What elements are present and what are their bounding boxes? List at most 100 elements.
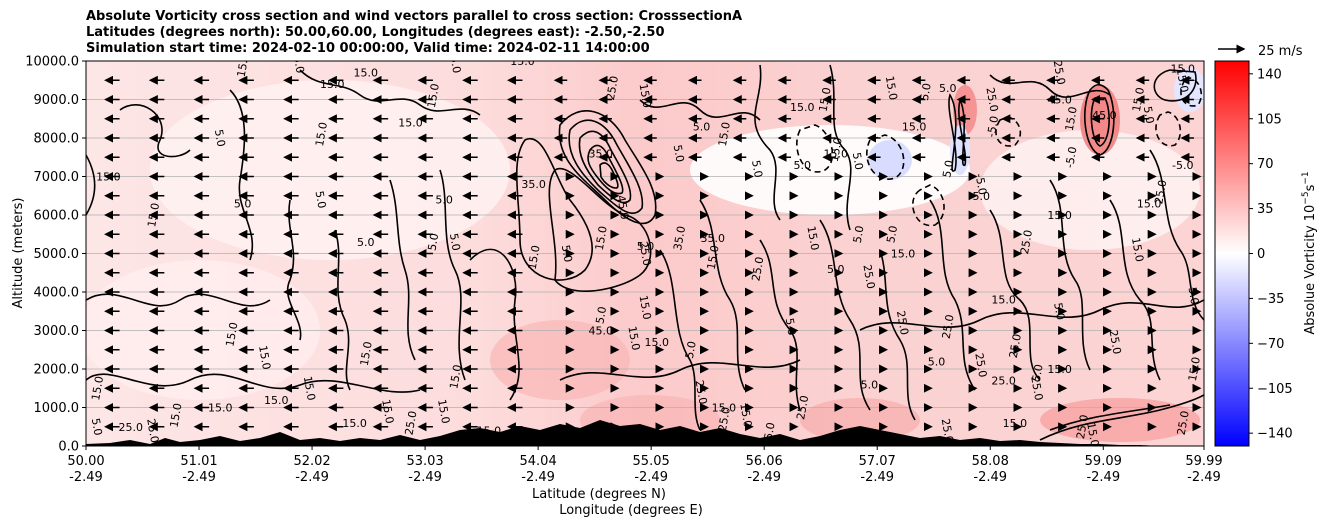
x-tick-label-lat: 58.08	[972, 454, 1009, 469]
x-tick-label-lon: -2.49	[295, 470, 329, 485]
contour-label: 5.0	[357, 236, 375, 249]
quiver-key-label: 25 m/s	[1258, 44, 1303, 59]
colorbar-tick-label: −70	[1257, 337, 1284, 352]
colorbar-tick-label: −105	[1257, 382, 1293, 397]
contour-label: 15.0	[425, 83, 442, 109]
contour-label: 25.0	[940, 314, 957, 340]
x-tick-label-lat: 53.03	[406, 454, 443, 469]
contour-label: 25.0	[794, 394, 811, 420]
x-tick-label-lat: 56.06	[746, 454, 783, 469]
contour-label: 15.0	[902, 120, 927, 133]
colorbar-ticks: 140 105 70 35 0 −35 −70 −105 −140	[1249, 67, 1293, 442]
contour-label: 15.0	[301, 375, 318, 401]
contour-label: 35.0	[671, 225, 688, 251]
contour-label: 5.0	[234, 197, 252, 210]
y-tick-label: 10000.0	[25, 55, 79, 70]
chart-title: Absolute Vorticity cross section and win…	[86, 9, 742, 56]
title-line-2: Latitudes (degrees north): 50.00,60.00, …	[86, 25, 665, 40]
wind-vectors	[104, 75, 1202, 432]
contour-label: 15.0	[1003, 417, 1028, 430]
x-tick-label-lon: -2.49	[69, 470, 103, 485]
contour-label: 5.0	[928, 355, 946, 368]
contour-label: 5.0	[851, 225, 867, 244]
contour-label: 15.0	[264, 394, 289, 407]
contour-label: 25.0	[860, 263, 877, 289]
contour-label: 15.0	[223, 321, 240, 347]
contour-label: 5.0	[89, 417, 105, 436]
y-tick-label: 3000.0	[34, 324, 80, 339]
x-axis: 50.00-2.4951.01-2.4952.02-2.4953.03-2.49…	[67, 446, 1223, 485]
contour-label: 5.0	[447, 232, 463, 251]
contour-label: 25.0	[1175, 410, 1192, 436]
contour-label: 5.0	[671, 144, 687, 163]
contour-label: 15.0	[991, 294, 1016, 307]
quiver-key: 25 m/s	[1218, 44, 1303, 59]
contour-label: 15.0	[883, 75, 900, 101]
contour-label: 15.0	[358, 340, 375, 366]
contour-label: 15.0	[477, 425, 502, 438]
contour-label: -5.0	[1172, 159, 1193, 172]
colorbar-gradient	[1214, 60, 1250, 447]
contour-label: 15.0	[510, 55, 535, 68]
y-tick-label: 1000.0	[34, 401, 80, 416]
x-tick-label-lat: 59.99	[1185, 454, 1222, 469]
contour-label: 5.0	[693, 120, 711, 133]
contour-label: 5.0	[212, 128, 228, 147]
contour-label: 5.0	[637, 240, 655, 253]
x-tick-label-lon: -2.49	[1086, 470, 1120, 485]
contour-label: 15.0	[824, 147, 849, 160]
x-tick-label-lon: -2.49	[860, 470, 894, 485]
contour-label: 5.0	[850, 151, 866, 170]
contour-label: 25.0	[716, 406, 733, 432]
colorbar-label: Absolue Vorticity 10−5s−1	[1301, 171, 1318, 334]
contour-label: 5.0	[918, 82, 934, 101]
contour-label: 5.0	[593, 305, 609, 324]
contour-label: 25.0	[403, 410, 420, 436]
contour-label: -5.0	[1063, 146, 1080, 169]
contour-label: 15.0	[593, 225, 610, 251]
y-tick-label: 2000.0	[34, 363, 80, 378]
contour-label: 5.0	[435, 194, 453, 207]
x-tick-label-lon: -2.49	[747, 470, 781, 485]
contour-label: 15.0	[637, 294, 654, 320]
contour-label: 25.0	[604, 75, 621, 101]
contour-label: 15.0	[625, 325, 642, 351]
contour-label: 25.0	[939, 417, 956, 443]
contour-label: 15.0	[790, 101, 815, 114]
contour-label: 5.0	[1030, 363, 1046, 382]
contour-label: 15.0	[712, 402, 737, 415]
colorbar-tick-label: 35	[1257, 202, 1274, 217]
x-tick-label-lon: -2.49	[1187, 470, 1221, 485]
y-tick-label: 0.0	[58, 440, 79, 455]
contour-label: 15.0	[208, 402, 233, 415]
contour-label: 25.0	[894, 310, 911, 336]
title-line-3: Simulation start time: 2024-02-10 00:00:…	[86, 41, 650, 56]
contour-label: 15.0	[447, 364, 464, 390]
contour-label: 25.0	[1074, 414, 1091, 440]
contour-label: 5.0	[793, 159, 811, 172]
contour-label: 5.0	[940, 159, 956, 178]
colorbar-tick-label: 140	[1257, 67, 1282, 82]
contour-label: 15.0	[828, 136, 845, 162]
contour-label: 15.0	[435, 398, 452, 424]
contour-label: 15.0	[398, 117, 423, 130]
contour-label: 35.0	[521, 178, 546, 191]
contour-label: 25.0	[761, 421, 778, 447]
x-tick-label-lat: 51.01	[180, 454, 217, 469]
contour-label: 35.0	[589, 147, 614, 160]
colorbar: 140 105 70 35 0 −35 −70 −105 −140 Absolue Vortic…	[1214, 60, 1318, 447]
colorbar-tick-label: 0	[1257, 247, 1265, 262]
contour-label: 15.0	[1084, 421, 1101, 447]
contour-label: 45.0	[589, 325, 614, 338]
contour-label: 25.0	[983, 86, 1000, 112]
contour-label: 15.0	[645, 336, 670, 349]
contour-label: 25.0	[119, 421, 144, 434]
contour-label: 15.0	[526, 244, 543, 270]
y-axis-label: Altitude (meters)	[11, 198, 26, 309]
contour-label: 5.0	[1141, 105, 1157, 124]
contour-label: 15.0	[89, 375, 106, 401]
contour-label: 15.0	[167, 402, 184, 428]
colorbar-tick-label: −140	[1257, 427, 1293, 442]
x-tick-label-lat: 52.02	[293, 454, 330, 469]
contour-label: 25.0	[1028, 375, 1045, 401]
